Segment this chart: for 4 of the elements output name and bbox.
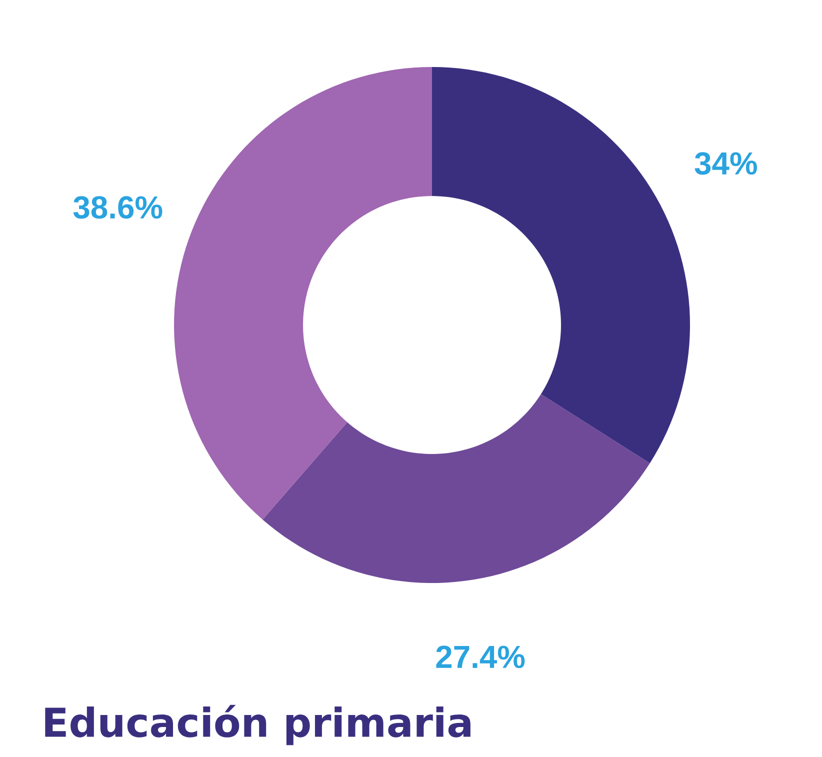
- data-label: 27.4%: [436, 646, 525, 668]
- text: Educación primaria: [45, 704, 470, 746]
- data-label: 38.6%: [73, 196, 162, 219]
- data-label: 34%: [694, 152, 757, 175]
